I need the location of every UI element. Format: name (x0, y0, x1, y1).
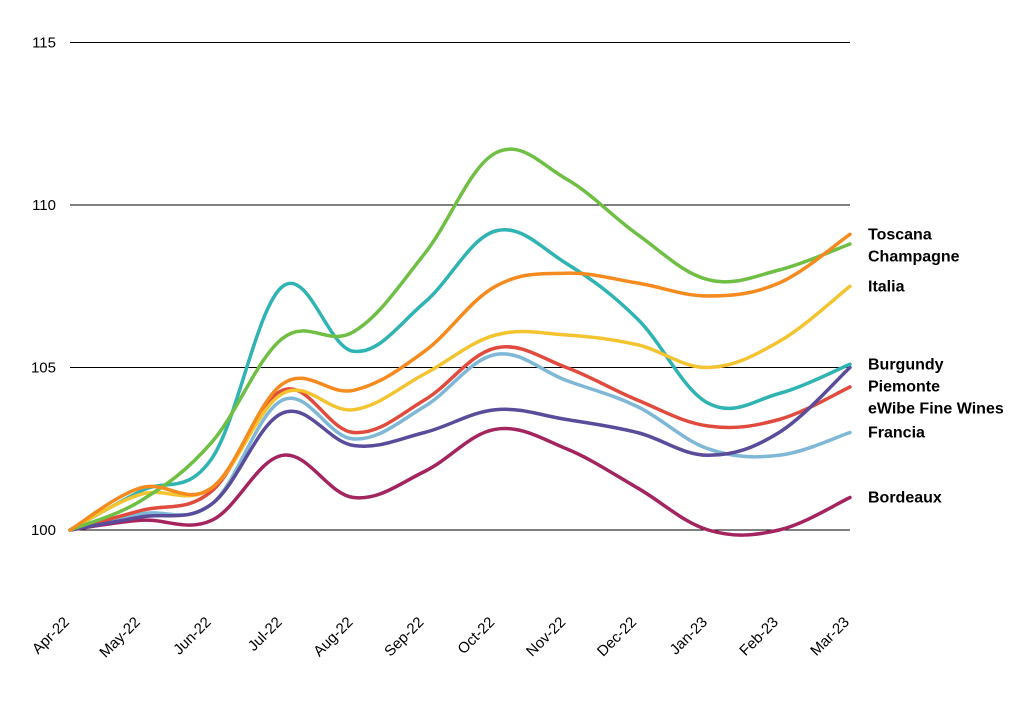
y-tick-label: 100 (31, 522, 56, 539)
x-tick-label: Aug-22 (310, 614, 356, 660)
x-tick-label: Oct-22 (454, 614, 498, 658)
legend-ewibe-fine-wines: eWibe Fine Wines (868, 400, 1004, 417)
y-tick-label: 115 (32, 35, 56, 52)
x-tick-label: Jul-22 (245, 614, 286, 655)
x-tick-label: Feb-23 (736, 614, 782, 660)
x-tick-label: Apr-22 (29, 614, 73, 658)
series-champagne (70, 149, 850, 530)
x-tick-label: Jun-22 (170, 614, 214, 658)
y-tick-label: 105 (31, 360, 56, 377)
legend-piemonte: Piemonte (868, 378, 940, 395)
series-toscana (70, 234, 850, 530)
x-tick-label: Jan-23 (667, 614, 711, 658)
x-tick-label: Mar-23 (807, 614, 853, 660)
legend-champagne: Champagne (868, 248, 960, 265)
x-tick-label: Nov-22 (523, 614, 569, 660)
legend-bordeaux: Bordeaux (868, 490, 942, 507)
series-burgundy (70, 230, 850, 530)
x-tick-label: Dec-22 (594, 614, 640, 660)
legend-italia: Italia (868, 278, 905, 295)
x-tick-label: Sep-22 (381, 614, 427, 660)
legend-burgundy: Burgundy (868, 356, 944, 373)
x-tick-label: May-22 (96, 614, 143, 661)
legend-toscana: Toscana (868, 226, 932, 243)
legend-francia: Francia (868, 425, 925, 442)
y-tick-label: 110 (32, 197, 56, 214)
